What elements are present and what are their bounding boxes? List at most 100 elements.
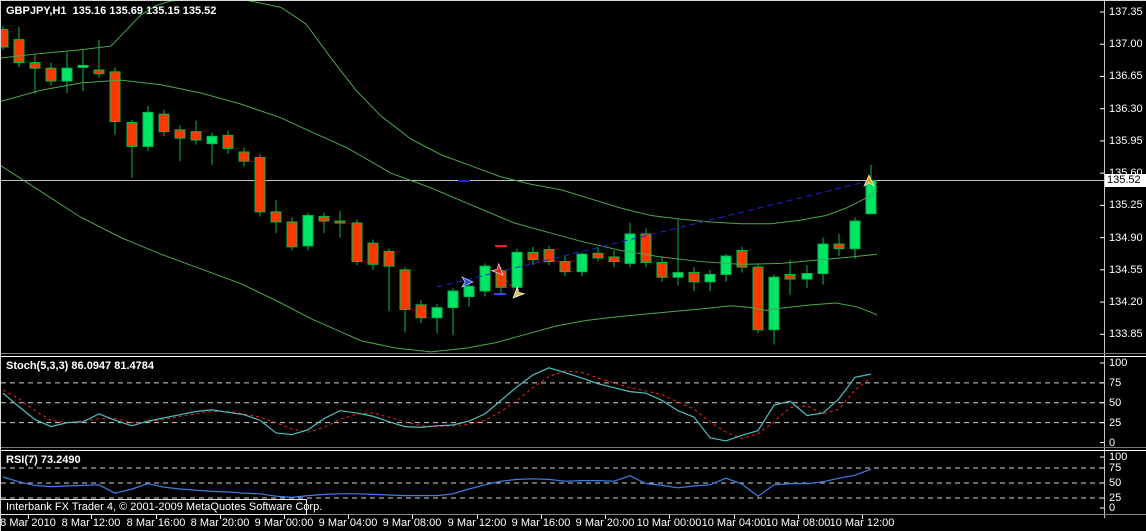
time-axis-label: 10 Mar 04:00 — [701, 517, 767, 529]
bull-candle — [576, 253, 588, 273]
bear-candle — [351, 222, 363, 263]
bear-candle — [656, 261, 668, 278]
price-axis-label: 134.90 — [1109, 231, 1143, 244]
time-axis-label: 9 Mar 00:00 — [254, 517, 314, 529]
time-axis[interactable]: 8 Mar 2010 8 Mar 12:00 8 Mar 16:00 8 Mar 20… — [1, 515, 1104, 531]
rsi-axis-label: 0 — [1109, 502, 1116, 514]
status-bar: Interbank FX Trader 4, © 2001-2009 MetaQ… — [1, 499, 322, 515]
rsi-axis[interactable]: 100 75 50 25 0 — [1105, 451, 1146, 514]
price-axis-label: 134.20 — [1109, 296, 1143, 309]
time-axis-label: 9 Mar 20:00 — [575, 517, 635, 529]
price-axis-label: 137.35 — [1109, 6, 1143, 18]
bear-candle — [158, 113, 170, 133]
bull-candle — [801, 273, 813, 280]
price-axis-label: 137.00 — [1109, 38, 1143, 51]
closed-trade-line — [499, 272, 516, 292]
bear-candle — [592, 252, 604, 259]
price-axis-label: 135.25 — [1109, 199, 1143, 212]
bull-candle — [447, 290, 459, 309]
time-axis-label: 9 Mar 16:00 — [511, 517, 571, 529]
candles-layer — [1, 25, 877, 345]
price-axis[interactable]: 137.35137.00136.65136.30135.95135.60135.… — [1105, 1, 1146, 353]
bear-candle — [415, 304, 427, 319]
rsi-axis-label: 25 — [1109, 492, 1122, 504]
bear-candle — [318, 215, 330, 222]
time-axis-label: 8 Mar 12:00 — [61, 517, 121, 529]
bear-candle — [833, 243, 845, 250]
bull-candle — [206, 135, 218, 145]
price-axis-label: 135.95 — [1109, 134, 1143, 147]
bull-candle — [704, 273, 716, 283]
time-axis-label: 9 Mar 08:00 — [382, 517, 442, 529]
time-axis-label: 8 Mar 2010 — [0, 517, 56, 529]
rsi-axis-label: 75 — [1109, 462, 1122, 474]
stoch-main-line — [2, 367, 872, 442]
time-axis-label: 10 Mar 12:00 — [829, 517, 895, 529]
stoch-panel — [1, 367, 1104, 442]
rsi-axis-label: 50 — [1109, 477, 1122, 489]
status-bar-text: Interbank FX Trader 4, © 2001-2009 MetaQ… — [6, 501, 323, 513]
sell-entry-arrow-icon — [490, 262, 504, 276]
bear-candle — [254, 157, 266, 213]
bear-candle — [608, 256, 620, 263]
bear-candle — [286, 221, 298, 248]
stoch-axis-label: 50 — [1109, 396, 1122, 409]
bull-candle — [479, 265, 491, 292]
chart-title: GBPJPY,H1 135.16 135.69 135.15 135.52 — [6, 5, 217, 17]
bull-candle — [302, 215, 314, 247]
time-axis-label: 10 Mar 00:00 — [636, 517, 702, 529]
bull-candle — [431, 307, 443, 319]
bollinger-upper-line — [1, 1, 878, 225]
bull-candle — [849, 220, 861, 250]
bear-candle — [383, 250, 395, 267]
stoch-signal-line — [2, 370, 872, 440]
rsi-line — [2, 468, 872, 499]
bear-candle — [736, 250, 748, 268]
bull-candle — [463, 285, 475, 298]
time-axis-label: 8 Mar 16:00 — [126, 517, 186, 529]
bear-candle — [559, 261, 571, 273]
bollinger-lower-line — [1, 165, 878, 353]
rsi-axis-label: 100 — [1109, 451, 1128, 463]
bull-candle — [142, 111, 154, 147]
bear-candle — [367, 242, 379, 265]
bear-candle — [190, 131, 202, 141]
bear-candle — [29, 62, 41, 69]
bull-candle — [61, 67, 73, 82]
price-axis-label: 134.55 — [1109, 263, 1143, 276]
bear-candle — [13, 39, 25, 64]
bear-candle — [45, 67, 57, 82]
bull-candle — [624, 233, 636, 264]
bear-candle — [1, 28, 9, 48]
stoch-axis[interactable]: 100 75 50 25 0 — [1105, 357, 1146, 449]
bear-candle — [270, 211, 282, 223]
price-axis-label: 133.85 — [1109, 328, 1143, 341]
main-chart-area — [1, 1, 1104, 353]
bear-candle — [543, 249, 555, 263]
buy-entry-arrow-icon — [461, 276, 474, 288]
trend-end-arrow-icon — [863, 174, 875, 187]
bear-candle — [752, 266, 764, 331]
bull-candle — [672, 272, 684, 278]
bear-candle — [238, 151, 250, 162]
rsi-indicator-label: RSI(7) 73.2490 — [6, 454, 81, 466]
stoch-indicator-label: Stoch(5,3,3) 86.0947 81.4784 — [6, 360, 154, 372]
current-price-tag: 135.52 — [1105, 174, 1146, 187]
stoch-axis-label: 25 — [1109, 416, 1122, 429]
bear-candle — [334, 220, 346, 224]
bear-candle — [174, 129, 186, 139]
price-axis-label: 136.30 — [1109, 102, 1143, 115]
stoch-axis-label: 75 — [1109, 376, 1122, 389]
bull-candle — [511, 251, 523, 288]
open-trade-line — [436, 180, 870, 288]
bull-candle — [768, 276, 780, 331]
bull-candle — [720, 255, 732, 275]
bear-candle — [126, 122, 138, 147]
bear-candle — [527, 251, 539, 261]
bollinger-middle-line — [1, 79, 878, 265]
bear-candle — [109, 71, 121, 123]
bear-candle — [688, 272, 700, 283]
bear-candle — [784, 273, 796, 280]
